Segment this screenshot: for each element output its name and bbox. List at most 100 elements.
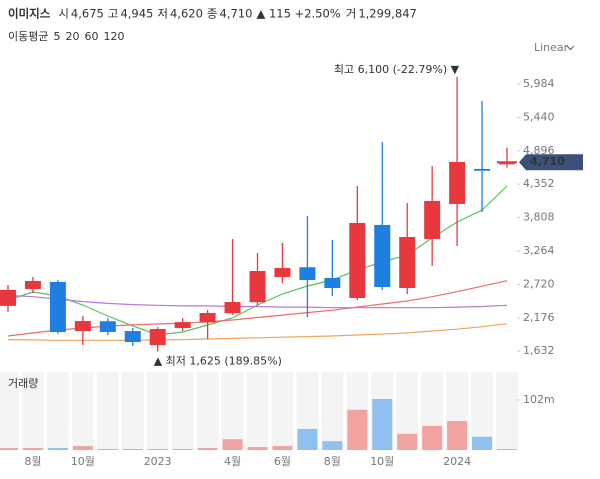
- candle-body: [374, 224, 391, 288]
- volume-bar: [147, 449, 168, 450]
- volume-bar: [297, 428, 318, 450]
- volume-bar: [322, 441, 343, 450]
- price-tag-bg: [519, 154, 583, 171]
- candle-body: [424, 200, 441, 239]
- field-value: 4,710: [220, 7, 253, 21]
- candle-body: [24, 281, 41, 289]
- volume-bar: [497, 449, 517, 450]
- y-tick-label: 102m: [523, 393, 555, 406]
- field-value: 4,945: [120, 7, 153, 21]
- field-value: 1,299,847: [358, 7, 417, 21]
- stock-name: 이미지스: [8, 7, 51, 21]
- moving-average-line: [7, 280, 508, 337]
- ma-legend: 이동평균 5 20 60 120: [8, 30, 124, 43]
- candle-body: [199, 312, 216, 323]
- y-tick-label: 5,440: [523, 110, 555, 123]
- candle-body: [99, 321, 116, 332]
- candle-body: [399, 236, 416, 289]
- candle-body: [224, 302, 241, 314]
- y-tick-label: 4,352: [523, 177, 555, 190]
- header: 이미지스 시 4,675 고 4,945 저 4,620 종 4,710 ▲ 115 +2.50%…: [8, 7, 417, 21]
- volume-column-bg: [71, 372, 94, 450]
- volume-column-bg: [271, 372, 294, 450]
- x-tick-label: 10월: [370, 455, 394, 468]
- volume-bar: [172, 449, 193, 450]
- moving-average-line: [7, 294, 508, 309]
- legend-entry: 120: [103, 30, 124, 43]
- low-annotation: ▲ 최저 1,625 (189.85%): [154, 355, 282, 368]
- volume-bar: [247, 447, 268, 450]
- volume-bar: [0, 448, 18, 450]
- chevron[interactable]: [566, 45, 575, 51]
- volume-bar: [397, 433, 418, 450]
- volume-bar: [472, 436, 493, 450]
- candle-body: [324, 277, 341, 289]
- volume-column-bg: [396, 372, 419, 450]
- y-tick-label: 2,176: [523, 311, 555, 324]
- legend-entry: 5: [53, 30, 60, 43]
- volume-bar: [47, 448, 68, 450]
- volume-column-bg: [246, 372, 269, 450]
- legend-title: 이동평균: [8, 30, 48, 43]
- candle-body: [249, 270, 266, 303]
- x-tick-label: 6월: [274, 455, 291, 468]
- x-tick-label: 4월: [224, 455, 241, 468]
- field-value: 4,675: [71, 7, 104, 21]
- volume-bar: [422, 425, 443, 450]
- moving-average-line: [7, 323, 508, 341]
- x-tick-label: 2024: [443, 455, 471, 468]
- candle-body: [449, 162, 466, 205]
- volume-bar: [222, 439, 243, 450]
- volume-title: 거래량: [8, 377, 38, 390]
- y-tick-label: 2,720: [523, 277, 555, 290]
- candle-body: [74, 321, 91, 332]
- x-tick-label: 8월: [324, 455, 341, 468]
- candle-body: [349, 222, 366, 299]
- high-annotation: 최고 6,100 (-22.79%) ▼: [334, 63, 460, 76]
- field-label: 고: [108, 7, 119, 21]
- field-label: 시: [58, 7, 69, 21]
- volume-bar: [72, 446, 93, 450]
- volume-bar: [22, 448, 43, 450]
- volume-column-bg: [0, 372, 19, 450]
- price-change: ▲ 115 +2.50%: [256, 7, 340, 21]
- volume-column-bg: [471, 372, 494, 450]
- candle-body: [174, 322, 191, 328]
- volume-column-bg: [196, 372, 219, 450]
- legend-entry: 60: [84, 30, 98, 43]
- candle-body: [299, 267, 316, 281]
- field-label: 거: [346, 7, 357, 21]
- y-tick-label: 4,896: [523, 144, 555, 157]
- candle-body: [0, 289, 16, 306]
- volume-column-bg: [46, 372, 69, 450]
- scale-label[interactable]: Linear: [534, 41, 569, 54]
- volume-bar: [347, 409, 368, 450]
- y-tick-label: 1,632: [523, 344, 555, 357]
- volume-column-bg: [121, 372, 144, 450]
- y-tick-label: 3,808: [523, 211, 555, 224]
- volume-column-bg: [96, 372, 119, 450]
- volume-bar: [372, 398, 393, 450]
- field-label: 저: [157, 7, 168, 21]
- volume-column-bg: [21, 372, 44, 450]
- scale-dropdown[interactable]: Linear: [534, 41, 575, 54]
- candle-body: [499, 162, 515, 165]
- field-value: 4,620: [170, 7, 203, 21]
- volume-column-bg: [221, 372, 244, 450]
- x-tick-label: 8월: [24, 455, 41, 468]
- volume-column-bg: [321, 372, 344, 450]
- volume-bar: [122, 449, 143, 450]
- candle-body: [49, 281, 66, 333]
- candle-body: [124, 331, 141, 343]
- volume-bar: [447, 421, 468, 450]
- volume-bar: [97, 449, 118, 450]
- volume-column-bg: [146, 372, 169, 450]
- x-tick-label: 10월: [71, 455, 95, 468]
- candle-body: [274, 267, 291, 278]
- field-label: 종: [207, 7, 218, 21]
- candle-body: [474, 168, 491, 171]
- volume-column-bg: [171, 372, 194, 450]
- volume-bar: [272, 446, 293, 450]
